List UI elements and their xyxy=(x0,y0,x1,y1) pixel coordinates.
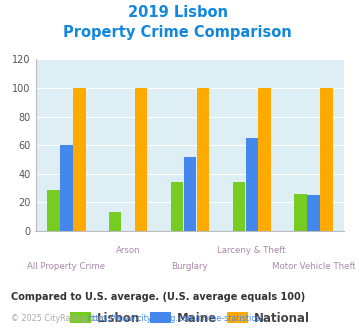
Bar xyxy=(73,88,86,231)
Text: Burglary: Burglary xyxy=(171,262,208,271)
Text: Motor Vehicle Theft: Motor Vehicle Theft xyxy=(272,262,355,271)
Text: All Property Crime: All Property Crime xyxy=(27,262,105,271)
Bar xyxy=(294,194,307,231)
Text: Larceny & Theft: Larceny & Theft xyxy=(217,246,286,255)
Bar xyxy=(109,213,121,231)
Bar xyxy=(197,88,209,231)
Bar xyxy=(135,88,147,231)
Bar xyxy=(246,138,258,231)
Text: Compared to U.S. average. (U.S. average equals 100): Compared to U.S. average. (U.S. average … xyxy=(11,292,305,302)
Text: © 2025 CityRating.com -: © 2025 CityRating.com - xyxy=(11,314,114,323)
Bar xyxy=(47,189,60,231)
Legend: Lisbon, Maine, National: Lisbon, Maine, National xyxy=(66,308,313,328)
Bar xyxy=(307,195,320,231)
Bar xyxy=(233,182,245,231)
Bar xyxy=(171,182,183,231)
Bar xyxy=(320,88,333,231)
Bar xyxy=(258,88,271,231)
Bar xyxy=(60,145,72,231)
Text: https://www.cityrating.com/crime-statistics/: https://www.cityrating.com/crime-statist… xyxy=(87,314,263,323)
Bar xyxy=(184,157,196,231)
Text: Arson: Arson xyxy=(116,246,141,255)
Text: Property Crime Comparison: Property Crime Comparison xyxy=(63,25,292,40)
Text: 2019 Lisbon: 2019 Lisbon xyxy=(127,5,228,20)
